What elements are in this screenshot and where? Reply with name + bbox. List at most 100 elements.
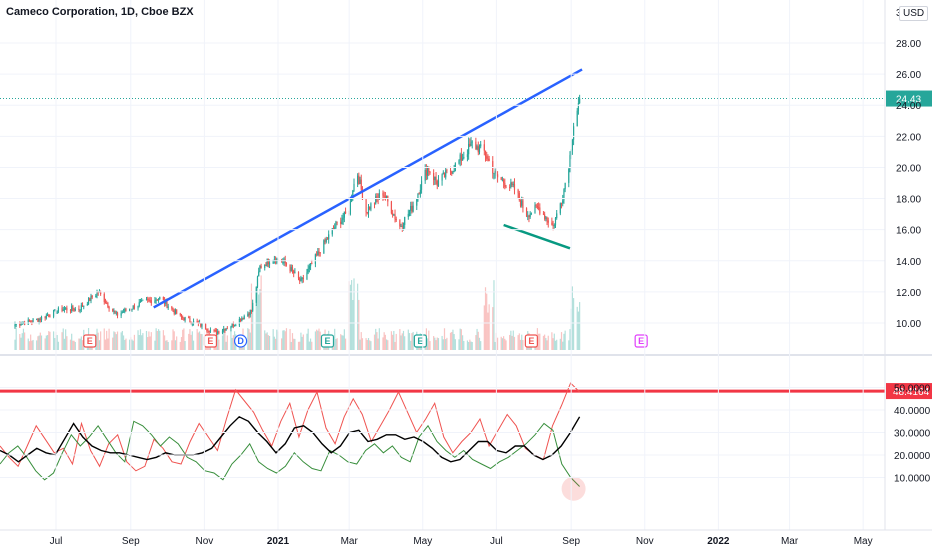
candle-body [349, 201, 351, 215]
candle-body [311, 263, 313, 264]
candle-body [545, 217, 547, 219]
volume-bar [65, 329, 67, 350]
event-label: D [237, 336, 244, 346]
candle-body [429, 171, 431, 173]
candle-body [137, 305, 139, 309]
candle-body [510, 182, 512, 188]
candle-body [428, 167, 430, 172]
candle-body [384, 196, 386, 199]
candle-body [576, 110, 578, 127]
volume-bar [72, 340, 74, 350]
last-price-badge [886, 90, 932, 107]
price-tick-label: 24.00 [896, 101, 921, 112]
candle-body [563, 189, 565, 201]
candle-body [569, 155, 571, 169]
candle-body [91, 295, 93, 298]
candle-body [546, 217, 548, 221]
candle-body [148, 299, 150, 301]
candle-body [341, 219, 343, 224]
volume-bar [256, 278, 259, 350]
volume-bar [231, 337, 233, 350]
volume-bar [133, 334, 136, 350]
support-line [503, 223, 571, 250]
candle-body [133, 305, 136, 309]
volume-bar [547, 335, 549, 350]
candle-body [138, 302, 140, 306]
volume-bar [449, 332, 452, 350]
volume-bar [138, 334, 140, 350]
candle-body [394, 214, 396, 220]
candle-body [79, 309, 81, 311]
trend-line [153, 68, 583, 309]
candle-body [357, 175, 359, 184]
candle-body [173, 310, 175, 314]
volume-bar [165, 340, 167, 350]
candle-body [542, 213, 545, 215]
candle-body [188, 317, 190, 318]
candle-body [493, 172, 495, 174]
candle-body [122, 312, 125, 313]
volume-bar [173, 331, 175, 350]
volume-bar [544, 334, 546, 350]
candle-body [534, 205, 536, 214]
volume-bar [167, 341, 169, 350]
candle-body [66, 307, 68, 311]
candle-body [539, 207, 541, 214]
volume-bar [461, 335, 464, 350]
volume-bar [433, 336, 435, 350]
candle-body [488, 158, 490, 162]
candle-body [435, 176, 437, 182]
candle-body [559, 203, 561, 214]
volume-bar [484, 287, 487, 350]
candle-body [326, 239, 329, 240]
candle-body [171, 306, 173, 309]
candle-body [410, 205, 412, 212]
volume-bar [148, 331, 150, 350]
volume-bar [314, 331, 317, 350]
candle-body [407, 213, 409, 217]
volume-bar [71, 333, 73, 350]
candle-body [112, 308, 114, 312]
candle-body [165, 300, 167, 304]
candle-body [223, 328, 225, 331]
candle-body [44, 316, 46, 319]
currency-badge[interactable]: USD [899, 6, 929, 21]
candle-body [221, 330, 224, 334]
candle-body [451, 171, 453, 174]
candle-body [131, 309, 133, 310]
candle-body [141, 299, 143, 302]
volume-bar [334, 328, 336, 350]
volume-bar [172, 329, 174, 350]
candle-body [360, 179, 362, 190]
volume-bar [373, 334, 376, 350]
candle-body [343, 211, 345, 218]
volume-bar [469, 339, 471, 350]
candle-body [331, 228, 333, 235]
volume-bar [509, 334, 511, 350]
volume-bar [174, 340, 177, 350]
candle-body [183, 317, 185, 321]
volume-bar [201, 334, 203, 350]
candle-body [297, 271, 300, 279]
volume-bar [114, 332, 116, 350]
volume-bar [37, 336, 39, 350]
candle-body [359, 179, 361, 185]
volume-bar [124, 339, 126, 350]
volume-bar [480, 341, 482, 350]
volume-bar [46, 335, 49, 350]
volume-bar [48, 331, 50, 350]
candle-body [96, 292, 98, 296]
price-tick-label: 26.00 [896, 70, 921, 81]
volume-bar [14, 339, 16, 350]
candle-body [361, 189, 364, 200]
candle-body [172, 308, 174, 311]
candle-body [52, 310, 55, 317]
volume-bar [100, 331, 102, 350]
volume-bar [294, 338, 296, 350]
candle-body [560, 203, 563, 205]
candle-body [553, 225, 555, 227]
candle-body [30, 320, 32, 322]
candle-body [525, 208, 528, 217]
